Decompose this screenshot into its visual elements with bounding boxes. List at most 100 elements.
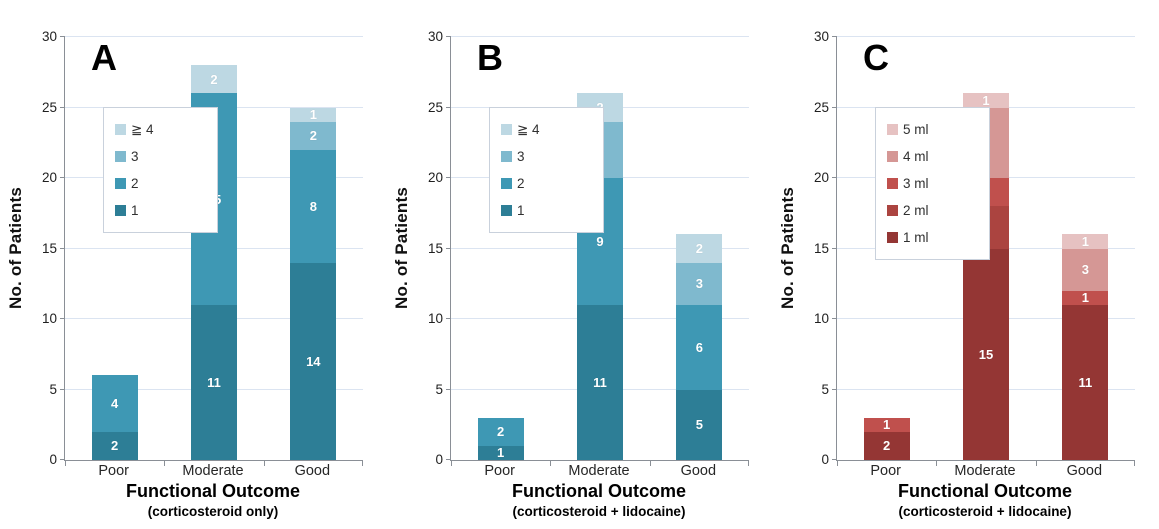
category-slot-moderate: 11942 <box>550 37 649 460</box>
y-tick-mark <box>832 247 837 249</box>
y-tick-mark <box>832 459 837 460</box>
legend-item: 1 <box>115 197 203 224</box>
panel-letter: B <box>477 37 503 78</box>
y-tick-mark <box>446 318 451 319</box>
category-slot-moderate: 11152 <box>164 37 263 460</box>
legend-item: 3 <box>115 143 203 170</box>
bar-segment: 3 <box>676 262 723 305</box>
bar-segment: 4 <box>91 375 138 432</box>
stacked-bar: 5 6 3 2 <box>676 234 723 460</box>
legend-swatch <box>115 205 126 216</box>
bar-value-label: 14 <box>306 353 321 369</box>
y-tick-label: 30 <box>427 29 443 44</box>
y-tick-mark <box>60 247 65 249</box>
x-category-labels: Poor Moderate Good <box>64 463 362 479</box>
bar-segment: 14 <box>290 262 337 460</box>
y-tick-label: 20 <box>41 170 57 185</box>
y-tick-mark <box>832 318 837 319</box>
legend-label: 5 ml <box>903 122 929 137</box>
category-slot-good: 11 1 3 1 <box>1036 37 1135 460</box>
y-tick-mark <box>832 36 837 37</box>
legend-item: 3 ml <box>887 170 975 197</box>
legend-swatch <box>115 151 126 162</box>
bar-segment: 2 <box>676 234 723 263</box>
y-tick-label: 15 <box>813 240 829 256</box>
x-axis-subtitle: (corticosteroid + lidocaine) <box>898 504 1072 519</box>
bar-value-label: 2 <box>695 241 703 257</box>
bar-value-label: 1 <box>1081 234 1089 249</box>
y-tick-mark <box>60 459 65 460</box>
gridline <box>451 36 749 37</box>
x-axis-title: Functional Outcome <box>897 481 1072 501</box>
legend-label: 1 <box>131 203 139 218</box>
legend-item: ≧ 4 <box>501 116 589 143</box>
legend-swatch <box>501 178 512 189</box>
legend-swatch <box>501 205 512 216</box>
bar-segment: 15 <box>962 248 1009 460</box>
y-tick-mark <box>832 388 837 390</box>
bar-segment: 3 <box>1062 248 1109 291</box>
bar-value-label: 1 <box>497 445 505 460</box>
legend-label: ≧ 4 <box>131 121 154 137</box>
legend-item: 1 <box>501 197 589 224</box>
x-tick-mark <box>451 460 452 466</box>
y-tick-mark <box>60 177 65 178</box>
x-tick-mark <box>263 460 265 466</box>
legend: ≧ 4 3 2 1 <box>103 107 218 233</box>
bar-segment: 2 <box>477 417 524 446</box>
legend-label: 3 <box>517 149 525 164</box>
stacked-bar: 11 1 3 1 <box>1062 234 1109 460</box>
gridline <box>837 36 1135 37</box>
x-tick-mark <box>747 460 749 466</box>
gridline <box>65 36 363 37</box>
x-category-label: Moderate <box>182 463 244 479</box>
x-tick-mark <box>649 460 651 466</box>
legend-item: 1 ml <box>887 224 975 251</box>
legend-label: 3 <box>131 149 139 164</box>
legend-item: ≧ 4 <box>115 116 203 143</box>
legend-swatch <box>887 151 898 162</box>
y-tick-mark <box>832 177 837 178</box>
legend-swatch <box>887 232 898 243</box>
y-tick-label: 30 <box>41 29 57 44</box>
legend-label: 2 <box>517 176 525 191</box>
legend: ≧ 4 3 2 1 <box>489 107 604 233</box>
x-tick-mark <box>1133 460 1135 466</box>
bar-segment: 1 <box>1062 234 1109 249</box>
chart-panel-c: No. of Patients C 5 ml 4 ml 3 ml 2 ml 1 ml 0… <box>772 0 1158 529</box>
bar-segment: 1 <box>290 107 337 122</box>
legend-label: ≧ 4 <box>517 121 540 137</box>
legend-item: 2 ml <box>887 197 975 224</box>
x-category-label: Good <box>680 463 717 479</box>
legend-swatch <box>115 124 126 135</box>
x-category-label: Poor <box>98 463 129 479</box>
y-tick-mark <box>446 36 451 37</box>
x-category-label: Poor <box>870 463 901 479</box>
x-category-label: Moderate <box>568 463 630 479</box>
bar-segment: 11 <box>190 304 237 460</box>
bar-value-label: 3 <box>695 276 703 292</box>
bar-value-label: 2 <box>210 71 218 87</box>
y-tick-mark <box>446 247 451 249</box>
x-tick-mark <box>837 460 838 466</box>
x-axis-subtitle: (corticosteroid only) <box>147 504 279 519</box>
legend-label: 3 ml <box>903 176 929 191</box>
legend-label: 2 ml <box>903 203 929 218</box>
legend-swatch <box>887 124 898 135</box>
y-tick-label: 20 <box>813 170 829 185</box>
bar-value-label: 2 <box>883 438 891 454</box>
bar-value-label: 1 <box>1081 290 1089 305</box>
bar-value-label: 11 <box>593 374 607 390</box>
bar-segment: 1 <box>962 93 1009 108</box>
y-tick-label: 10 <box>41 311 57 326</box>
bar-value-label: 1 <box>309 107 317 122</box>
panel-letter: C <box>863 37 889 78</box>
legend-label: 1 ml <box>903 230 929 245</box>
y-tick-mark <box>60 106 65 108</box>
